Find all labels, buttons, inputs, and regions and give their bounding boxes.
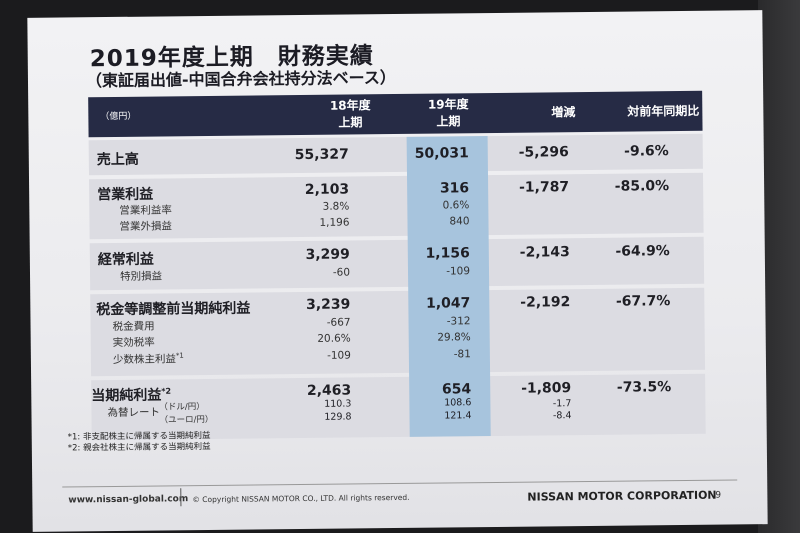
col-ratio-header: 対前年同期比 [627, 103, 700, 119]
row-label-op-margin: 営業利益率 [119, 204, 172, 217]
row-label-fx-usd: （ドル/円） [159, 402, 205, 413]
ordinary-18: 3,299 [305, 246, 350, 263]
row-label-tax: 税金費用 [112, 320, 155, 333]
pretax-diff: -2,192 [520, 294, 571, 311]
net-ratio: -73.5% [616, 379, 672, 396]
col-18-header: 18年度 上期 [329, 98, 371, 130]
row-label-special: 特別損益 [119, 270, 163, 283]
fx-eur-18: 129.8 [324, 411, 352, 423]
ordinary-ratio: -64.9% [615, 243, 670, 260]
row-label-effrate: 実効税率 [112, 336, 155, 349]
fx-usd-19: 108.6 [444, 397, 472, 409]
pretax-19: 1,047 [425, 295, 471, 312]
op-18: 2,103 [304, 181, 350, 198]
slide: 2019年度上期 財務実績 （東証届出値-中国合弁会社持分法ベース） （億円） … [27, 10, 768, 532]
fx-usd-18: 110.3 [324, 398, 352, 410]
minority-18: -109 [326, 349, 351, 362]
footer-divider [180, 488, 182, 507]
ordinary-diff: -2,143 [519, 244, 570, 261]
ordinary-19: 1,156 [425, 245, 470, 262]
op-margin-18: 3.8% [322, 200, 350, 213]
op-margin-19: 0.6% [442, 199, 470, 212]
special-19: -109 [446, 265, 471, 278]
footer-rule [62, 479, 738, 488]
footer-url[interactable]: www.nissan-global.com [68, 494, 189, 506]
net-diff: -1,809 [521, 380, 572, 397]
row-label-pretax: 税金等調整前当期純利益 [96, 300, 251, 319]
minority-footnote-mark: *1 [175, 351, 184, 360]
fx-eur-19: 121.4 [444, 410, 472, 422]
net-label-text: 当期純利益 [91, 387, 162, 405]
nonop-18: 1,196 [319, 216, 350, 229]
nonop-19: 840 [449, 215, 470, 228]
footer-company: NISSAN MOTOR CORPORATION [527, 488, 717, 504]
row-label-nonop: 営業外損益 [119, 220, 173, 233]
fx-eur-diff: -8.4 [552, 410, 572, 422]
fx-usd-diff: -1.7 [552, 398, 572, 410]
row-label-sales: 売上高 [96, 151, 139, 169]
op-diff: -1,787 [518, 179, 570, 196]
net-19: 654 [441, 381, 472, 398]
row-label-fx: 為替レート [107, 406, 161, 420]
net-18: 2,463 [306, 382, 352, 399]
pretax-18: 3,239 [305, 296, 351, 313]
row-label-op: 営業利益 [97, 186, 154, 204]
sales-diff: -5,296 [518, 144, 569, 161]
tax-18: -667 [326, 316, 351, 329]
slide-subtitle: （東証届出値-中国合弁会社持分法ベース） [85, 68, 396, 91]
sales-ratio: -9.6% [624, 143, 669, 160]
page-number: 9 [715, 490, 722, 501]
minority-label-text: 少数株主利益 [112, 353, 176, 366]
col-19-header: 19年度 上期 [427, 97, 469, 129]
unit-label: （億円） [100, 111, 137, 123]
footer-copyright: © Copyright NISSAN MOTOR CO., LTD. All r… [192, 492, 410, 505]
net-footnote-mark: *2 [161, 386, 172, 396]
special-18: -60 [332, 266, 351, 279]
minority-19: -81 [453, 348, 471, 361]
row-label-fx-eur: （ユーロ/円） [159, 414, 214, 426]
sales-18: 55,327 [294, 146, 349, 164]
effrate-19: 29.8% [437, 331, 471, 344]
row-label-minority: 少数株主利益*1 [113, 351, 184, 367]
col-diff-header: 増減 [551, 105, 576, 120]
row-label-ordinary: 経常利益 [97, 251, 154, 269]
sales-19: 50,031 [414, 145, 469, 162]
op-19: 316 [439, 180, 470, 197]
footnote-2: *2: 親会社株主に帰属する当期純利益 [67, 441, 211, 454]
op-ratio: -85.0% [614, 178, 670, 195]
pretax-ratio: -67.7% [615, 293, 671, 310]
table-header: （億円） 18年度 上期 19年度 上期 増減 対前年同期比 [88, 90, 703, 138]
effrate-18: 20.6% [317, 332, 351, 345]
tax-19: -312 [446, 315, 471, 328]
